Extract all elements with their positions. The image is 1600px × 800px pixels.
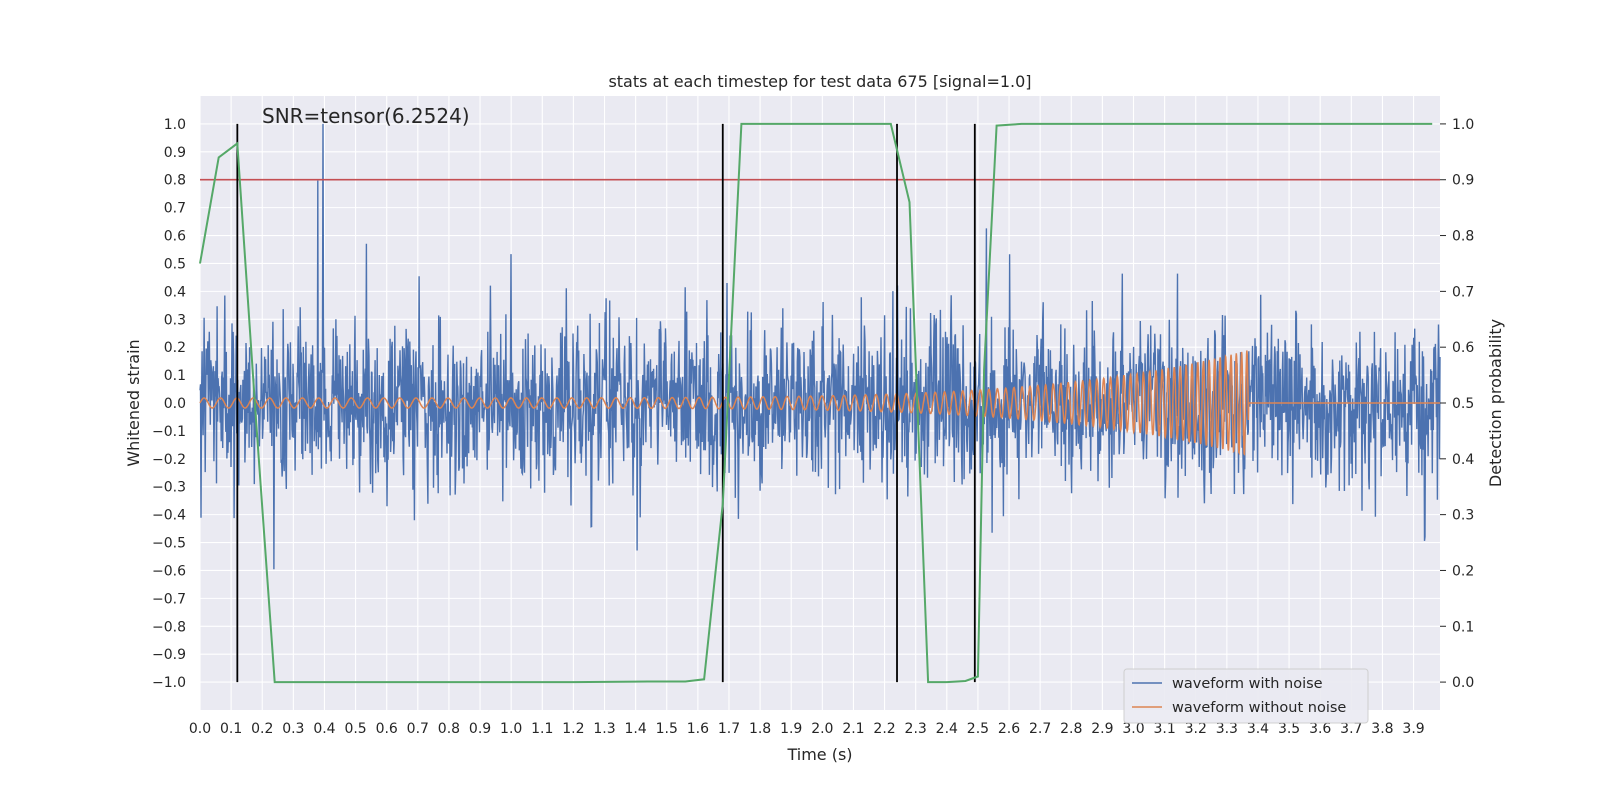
y2-tick-label: 0.2 bbox=[1452, 563, 1474, 579]
y-tick-label: 0.0 bbox=[164, 396, 186, 412]
y-tick-label: −0.5 bbox=[152, 536, 186, 552]
x-tick-label: 0.1 bbox=[220, 721, 242, 737]
x-tick-label: 1.1 bbox=[531, 721, 553, 737]
x-tick-label: 0.5 bbox=[344, 721, 366, 737]
y-tick-label: −0.6 bbox=[152, 563, 186, 579]
x-tick-label: 2.0 bbox=[811, 721, 833, 737]
y-axis-label: Whitened strain bbox=[124, 339, 143, 466]
x-axis-label: Time (s) bbox=[786, 745, 852, 764]
y-tick-label: −0.7 bbox=[152, 591, 186, 607]
y-tick-label: −0.4 bbox=[152, 508, 186, 524]
x-tick-label: 3.4 bbox=[1247, 721, 1269, 737]
y-tick-label: 0.8 bbox=[164, 173, 186, 189]
y-tick-label: 0.2 bbox=[164, 340, 186, 356]
clean-waveform-line bbox=[199, 350, 1440, 456]
x-tick-label: 3.5 bbox=[1278, 721, 1300, 737]
x-tick-label: 3.8 bbox=[1371, 721, 1393, 737]
x-tick-label: 0.6 bbox=[376, 721, 398, 737]
y-tick-label: −0.3 bbox=[152, 480, 186, 496]
x-tick-label: 2.8 bbox=[1060, 721, 1082, 737]
y2-tick-label: 0.9 bbox=[1452, 173, 1474, 189]
x-tick-label: 2.7 bbox=[1029, 721, 1051, 737]
y2-tick-label: 0.4 bbox=[1452, 452, 1474, 468]
clean-waveform-series bbox=[199, 350, 1440, 456]
x-tick-label: 1.4 bbox=[625, 721, 647, 737]
x-tick-label: 3.0 bbox=[1122, 721, 1144, 737]
y-tick-label: −0.9 bbox=[152, 647, 186, 663]
x-tick-label: 1.2 bbox=[562, 721, 584, 737]
y-tick-label: 0.6 bbox=[164, 229, 186, 245]
y2-tick-label: 0.7 bbox=[1452, 284, 1474, 300]
x-tick-label: 2.4 bbox=[936, 721, 958, 737]
x-tick-label: 1.5 bbox=[656, 721, 678, 737]
x-tick-label: 1.7 bbox=[718, 721, 740, 737]
y2-tick-label: 0.5 bbox=[1452, 396, 1474, 412]
y2-axis-label: Detection probability bbox=[1486, 319, 1505, 487]
x-tick-label: 3.9 bbox=[1402, 721, 1424, 737]
tick-labels: 0.0 0.1 0.2 0.3 0.4 0.5 0.6 0.7 0.8 0.9 1.0 1.1 1.2 1… bbox=[152, 117, 1474, 737]
chart-title: stats at each timestep for test data 675… bbox=[608, 72, 1031, 91]
y2-tick-label: 0.1 bbox=[1452, 619, 1474, 635]
x-tick-label: 0.2 bbox=[251, 721, 273, 737]
x-tick-label: 0.9 bbox=[469, 721, 491, 737]
x-tick-label: 3.7 bbox=[1340, 721, 1362, 737]
y2-tick-label: 0.8 bbox=[1452, 229, 1474, 245]
legend: waveform with noise waveform without noi… bbox=[1123, 668, 1369, 724]
x-tick-label: 3.6 bbox=[1309, 721, 1331, 737]
snr-annotation: SNR=tensor(6.2524) bbox=[262, 104, 470, 128]
x-tick-label: 2.2 bbox=[873, 721, 895, 737]
y2-tick-label: 1.0 bbox=[1452, 117, 1474, 133]
y-tick-label: 0.7 bbox=[164, 201, 186, 217]
x-tick-label: 0.8 bbox=[438, 721, 460, 737]
x-tick-label: 0.3 bbox=[282, 721, 304, 737]
x-tick-label: 1.9 bbox=[780, 721, 802, 737]
x-tick-label: 1.0 bbox=[500, 721, 522, 737]
x-tick-label: 2.6 bbox=[998, 721, 1020, 737]
x-tick-label: 2.1 bbox=[842, 721, 864, 737]
y-tick-label: −0.8 bbox=[152, 619, 186, 635]
x-tick-label: 0.4 bbox=[313, 721, 335, 737]
y-tick-label: 0.9 bbox=[164, 145, 186, 161]
y-tick-label: −0.2 bbox=[152, 452, 186, 468]
x-tick-label: 3.2 bbox=[1185, 721, 1207, 737]
y-tick-label: −1.0 bbox=[152, 675, 186, 691]
legend-label-noise: waveform with noise bbox=[1172, 676, 1323, 692]
x-tick-label: 2.3 bbox=[905, 721, 927, 737]
detection-probability-line bbox=[199, 122, 1433, 684]
x-tick-label: 2.9 bbox=[1091, 721, 1113, 737]
y-tick-label: 1.0 bbox=[164, 117, 186, 133]
x-tick-label: 0.0 bbox=[189, 721, 211, 737]
y2-tick-label: 0.6 bbox=[1452, 340, 1474, 356]
y2-tick-label: 0.3 bbox=[1452, 508, 1474, 524]
y-tick-label: 0.4 bbox=[164, 284, 186, 300]
x-tick-label: 3.1 bbox=[1153, 721, 1175, 737]
detection-markers bbox=[236, 123, 976, 683]
x-tick-label: 1.3 bbox=[593, 721, 615, 737]
y-tick-label: 0.3 bbox=[164, 312, 186, 328]
x-tick-label: 3.3 bbox=[1216, 721, 1238, 737]
detection-probability-series bbox=[199, 122, 1433, 684]
y-tick-label: 0.5 bbox=[164, 256, 186, 272]
x-tick-label: 2.5 bbox=[967, 721, 989, 737]
y-tick-label: 0.1 bbox=[164, 368, 186, 384]
y2-tick-label: 0.0 bbox=[1452, 675, 1474, 691]
legend-label-clean: waveform without noise bbox=[1172, 700, 1346, 716]
legend-box bbox=[1123, 668, 1369, 724]
x-tick-label: 1.8 bbox=[749, 721, 771, 737]
x-tick-label: 0.7 bbox=[407, 721, 429, 737]
x-tick-label: 1.6 bbox=[687, 721, 709, 737]
y-tick-label: −0.1 bbox=[152, 424, 186, 440]
